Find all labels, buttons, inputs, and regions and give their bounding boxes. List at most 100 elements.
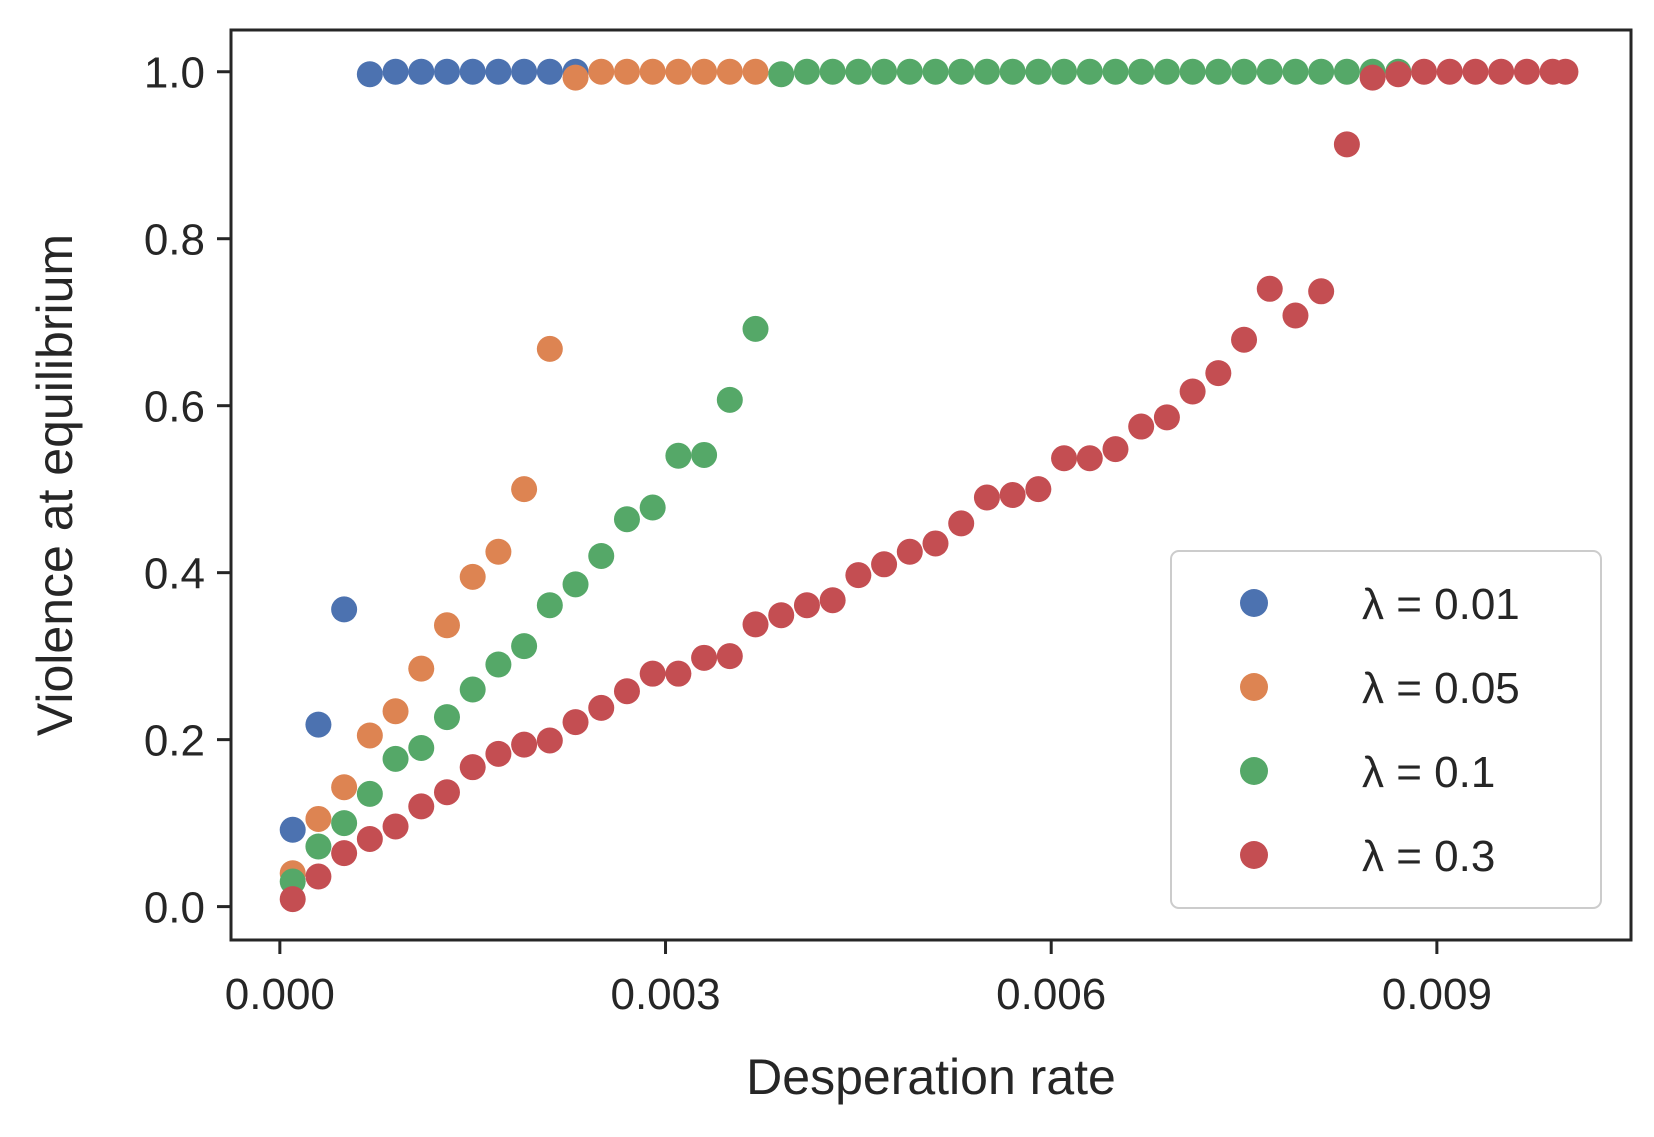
- data-point: [485, 58, 512, 85]
- data-point: [536, 727, 563, 754]
- data-point: [973, 484, 1000, 511]
- data-point: [511, 58, 538, 85]
- data-point: [793, 592, 820, 619]
- data-point: [562, 64, 589, 91]
- data-point: [845, 562, 872, 589]
- series-0: [279, 58, 589, 843]
- data-point: [433, 779, 460, 806]
- data-point: [331, 774, 358, 801]
- data-point: [356, 61, 383, 88]
- data-point: [896, 538, 923, 565]
- data-point: [665, 660, 692, 687]
- data-point: [742, 315, 769, 342]
- data-point: [588, 58, 615, 85]
- data-point: [613, 506, 640, 533]
- data-point: [459, 58, 486, 85]
- data-point: [793, 58, 820, 85]
- data-point: [871, 58, 898, 85]
- y-tick-label: 0.4: [144, 550, 205, 599]
- data-point: [1552, 58, 1579, 85]
- data-point: [1488, 58, 1515, 85]
- data-point: [1051, 445, 1078, 472]
- data-point: [1256, 58, 1283, 85]
- data-point: [562, 709, 589, 736]
- data-point: [922, 58, 949, 85]
- data-point: [279, 816, 306, 843]
- data-point: [691, 441, 718, 468]
- legend-marker: [1240, 673, 1268, 701]
- data-point: [1153, 58, 1180, 85]
- data-point: [639, 494, 666, 521]
- data-point: [305, 833, 332, 860]
- x-tick-label: 0.009: [1382, 970, 1492, 1019]
- data-point: [1333, 131, 1360, 158]
- data-point: [1282, 302, 1309, 329]
- data-point: [1513, 58, 1540, 85]
- data-point: [999, 482, 1026, 509]
- data-point: [356, 780, 383, 807]
- data-point: [1128, 58, 1155, 85]
- series-2: [279, 58, 1412, 895]
- data-point: [1076, 445, 1103, 472]
- data-point: [408, 734, 435, 761]
- data-point: [768, 61, 795, 88]
- data-point: [613, 58, 640, 85]
- data-point: [716, 58, 743, 85]
- data-point: [1308, 58, 1335, 85]
- data-point: [536, 592, 563, 619]
- data-point: [845, 58, 872, 85]
- legend-marker: [1240, 589, 1268, 617]
- y-tick-label: 0.6: [144, 383, 205, 432]
- data-point: [1205, 58, 1232, 85]
- data-point: [716, 386, 743, 413]
- data-point: [485, 538, 512, 565]
- x-tick-label: 0.003: [610, 970, 720, 1019]
- data-point: [1153, 404, 1180, 431]
- data-point: [511, 731, 538, 758]
- data-point: [459, 563, 486, 590]
- data-point: [588, 694, 615, 721]
- data-point: [948, 510, 975, 537]
- data-point: [948, 58, 975, 85]
- data-point: [1179, 378, 1206, 405]
- data-point: [305, 805, 332, 832]
- data-point: [742, 58, 769, 85]
- legend-box: [1170, 550, 1602, 909]
- data-point: [716, 643, 743, 670]
- data-points: [279, 58, 1579, 913]
- data-point: [433, 704, 460, 731]
- data-point: [1076, 58, 1103, 85]
- data-point: [536, 58, 563, 85]
- data-point: [691, 644, 718, 671]
- data-point: [613, 678, 640, 705]
- data-point: [1436, 58, 1463, 85]
- data-point: [382, 745, 409, 772]
- data-point: [1282, 58, 1309, 85]
- data-point: [511, 633, 538, 660]
- x-tick-label: 0.006: [996, 970, 1106, 1019]
- data-point: [433, 612, 460, 639]
- data-point: [459, 676, 486, 703]
- x-axis-label: Desperation rate: [746, 1049, 1116, 1105]
- data-point: [536, 335, 563, 362]
- legend-label: λ = 0.1: [1362, 748, 1495, 797]
- legend-label: λ = 0.01: [1362, 580, 1520, 629]
- legend-marker: [1240, 841, 1268, 869]
- y-tick-label: 0.0: [144, 884, 205, 933]
- data-point: [1128, 413, 1155, 440]
- data-point: [922, 530, 949, 557]
- data-point: [1025, 476, 1052, 503]
- data-point: [665, 442, 692, 469]
- y-tick-label: 1.0: [144, 49, 205, 98]
- data-point: [742, 611, 769, 638]
- plot-frame: [229, 28, 1633, 942]
- data-point: [1256, 275, 1283, 302]
- data-point: [331, 596, 358, 623]
- data-point: [665, 58, 692, 85]
- data-point: [1411, 58, 1438, 85]
- legend-label: λ = 0.05: [1362, 664, 1520, 713]
- data-point: [356, 825, 383, 852]
- data-point: [485, 651, 512, 678]
- data-point: [1231, 58, 1258, 85]
